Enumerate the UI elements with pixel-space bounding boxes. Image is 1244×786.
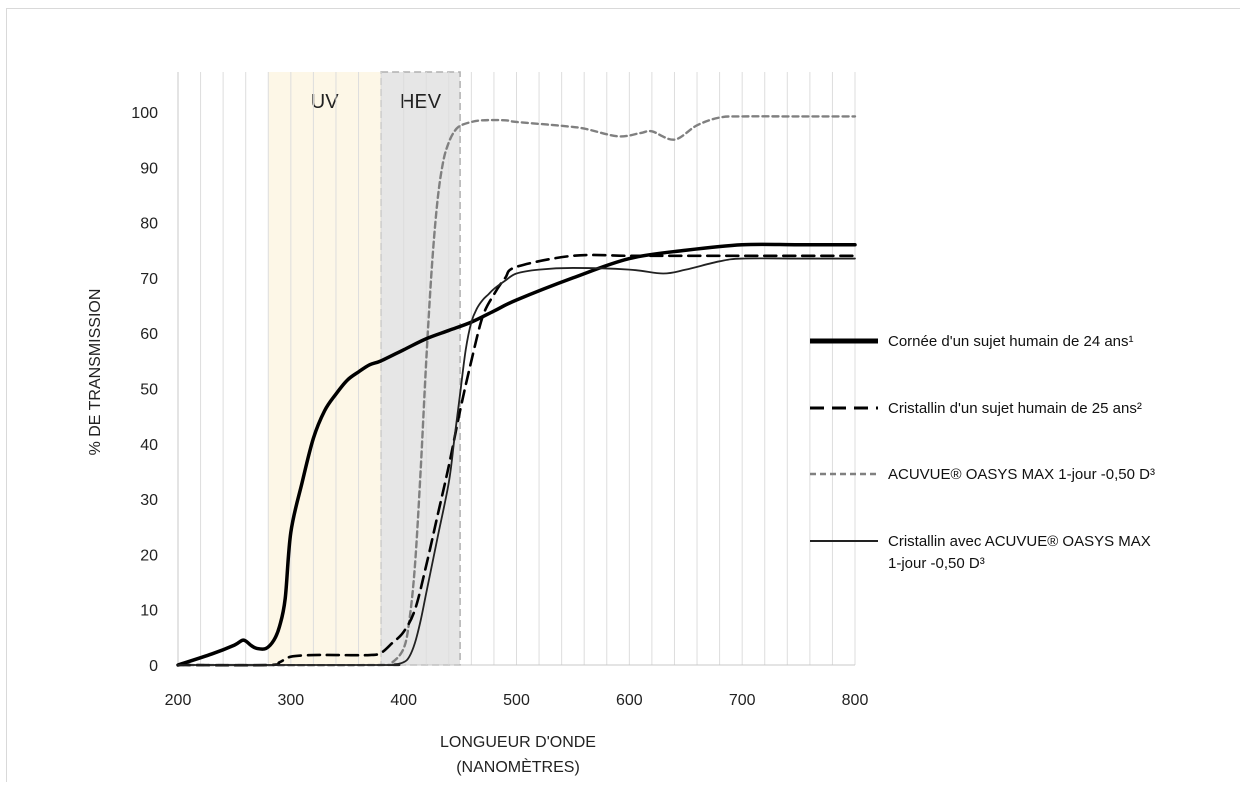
legend-label-lens: Cristallin d'un sujet humain de 25 ans² — [888, 400, 1142, 417]
band-hev — [381, 72, 461, 665]
x-tick-label: 500 — [503, 692, 530, 709]
x-tick-label: 300 — [277, 692, 304, 709]
y-tick-label: 70 — [140, 271, 158, 288]
legend-label-lens-with-acuvue-line2: 1-jour -0,50 D³ — [888, 555, 985, 572]
legend: Cornée d'un sujet humain de 24 ans¹ Cris… — [810, 333, 1155, 572]
x-tick-label: 800 — [842, 692, 869, 709]
y-tick-label: 50 — [140, 382, 158, 399]
y-tick-label: 0 — [149, 658, 158, 675]
y-tick-label: 60 — [140, 326, 158, 343]
vertical-gridlines — [200, 72, 856, 665]
series-lines — [176, 115, 857, 667]
legend-label-acuvue: ACUVUE® OASYS MAX 1-jour -0,50 D³ — [888, 466, 1155, 483]
legend-label-cornea: Cornée d'un sujet humain de 24 ans¹ — [888, 333, 1134, 350]
y-tick-label: 90 — [140, 160, 158, 177]
x-axis-title-line2: (NANOMÈTRES) — [456, 757, 580, 776]
series-acuvue-oasys-max — [176, 115, 857, 667]
y-tick-label: 10 — [140, 603, 158, 620]
y-tick-label: 80 — [140, 216, 158, 233]
x-tick-label: 700 — [729, 692, 756, 709]
y-tick-labels: 0 10 20 30 40 50 60 70 80 90 100 — [131, 105, 158, 675]
y-tick-label: 40 — [140, 437, 158, 454]
x-tick-label: 600 — [616, 692, 643, 709]
x-axis-title-line1: LONGUEUR D'ONDE — [440, 734, 596, 751]
band-label-hev: HEV — [400, 91, 442, 113]
x-tick-label: 400 — [390, 692, 417, 709]
series-lens-with-acuvue — [177, 257, 856, 667]
y-tick-label: 20 — [140, 547, 158, 564]
x-tick-labels: 200 300 400 500 600 700 800 — [165, 692, 869, 709]
y-tick-label: 100 — [131, 105, 158, 122]
y-axis-title: % DE TRANSMISSION — [87, 289, 104, 456]
y-tick-label: 30 — [140, 492, 158, 509]
band-label-uv: UV — [311, 91, 339, 113]
x-tick-label: 200 — [165, 692, 192, 709]
chart-frame — [6, 8, 1240, 782]
legend-label-lens-with-acuvue-line1: Cristallin avec ACUVUE® OASYS MAX — [888, 533, 1151, 550]
series-cornea-24 — [176, 242, 857, 667]
series-lens-25 — [176, 253, 857, 667]
